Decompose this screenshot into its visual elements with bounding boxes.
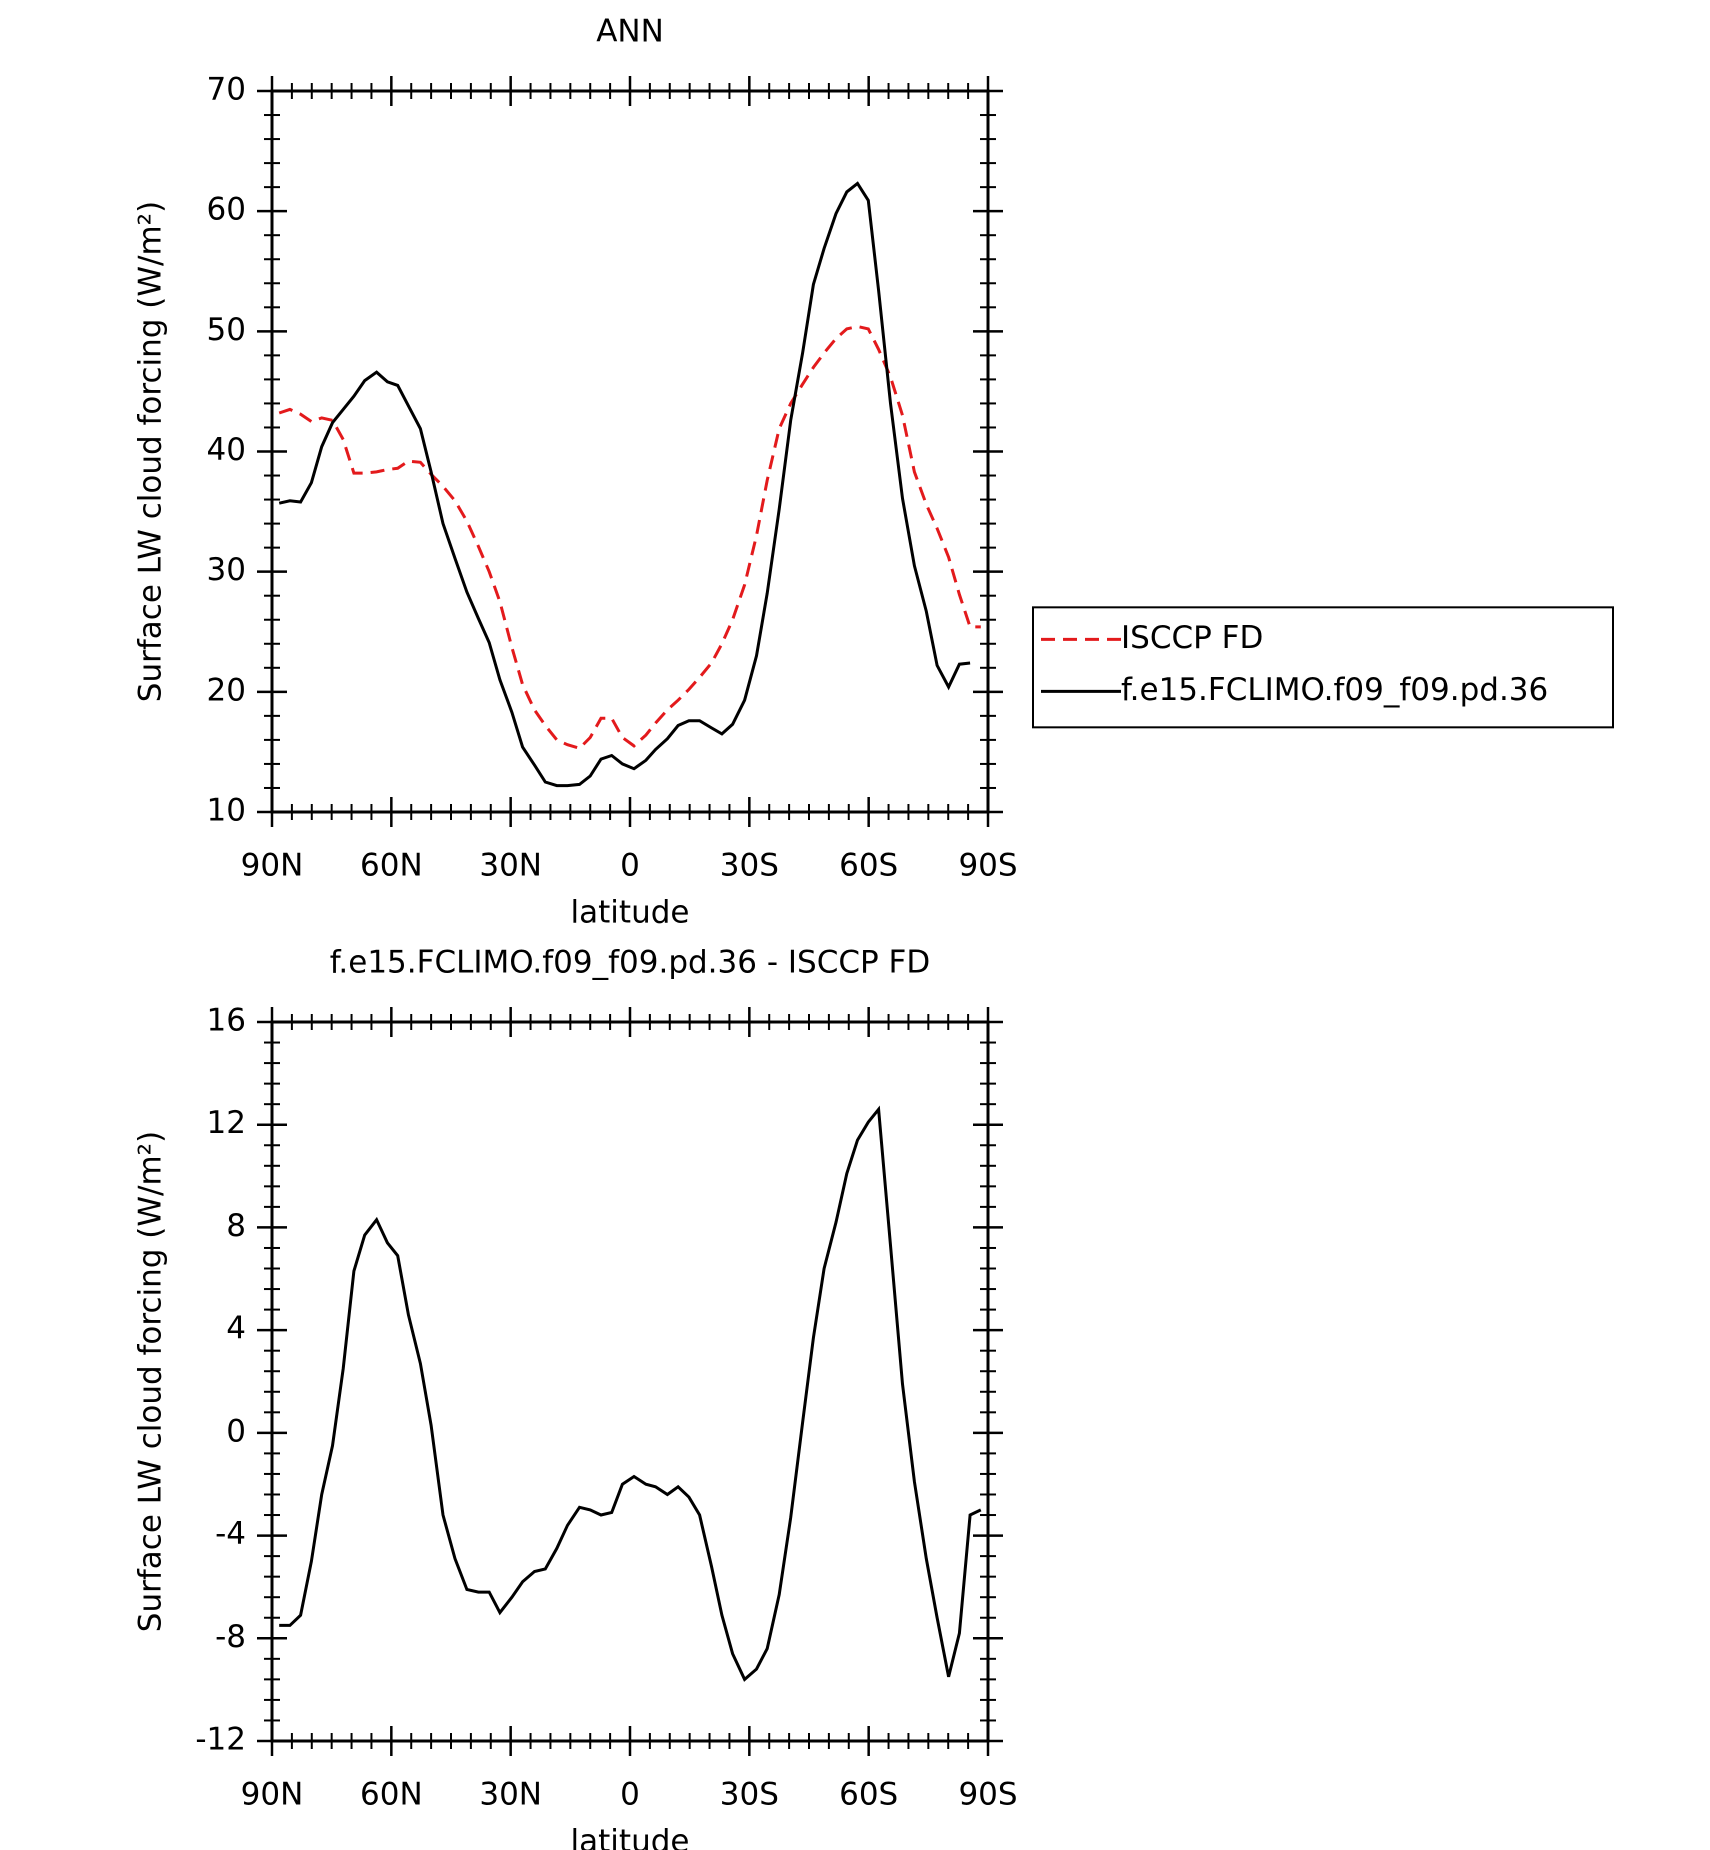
plot-frame [270,89,990,814]
y-tick-label: 10 [207,793,246,829]
chart-title: f.e15.FCLIMO.f09_f09.pd.36 - ISCCP FD [330,945,931,981]
y-tick-label: 70 [207,72,246,108]
y-axis-label: Surface LW cloud forcing (W/m²) [133,1131,169,1632]
x-tick-label: 90S [958,848,1017,884]
x-axis-label: latitude [571,1824,690,1850]
y-tick-label: -12 [195,1722,246,1758]
x-tick-label: 60N [360,848,423,884]
plot-frame [270,1020,990,1743]
y-axis-label: Surface LW cloud forcing (W/m²) [133,201,169,702]
x-tick-label: 30S [720,1777,779,1813]
y-tick-label: -8 [215,1619,246,1655]
data-line [278,324,981,750]
x-axis-label: latitude [571,895,690,931]
x-tick-label: 90N [241,848,304,884]
y-tick-label: 20 [207,672,246,708]
x-tick-label: 60N [360,1777,423,1813]
y-tick-label: -4 [215,1516,246,1552]
y-tick-label: 12 [207,1105,246,1141]
y-tick-label: 4 [226,1311,246,1347]
y-tick-label: 60 [207,192,246,228]
data-line [278,181,971,788]
x-tick-label: 90N [241,1777,304,1813]
x-tick-label: 30N [479,848,542,884]
x-tick-label: 60S [839,848,898,884]
y-tick-label: 16 [207,1003,246,1039]
legend-label: ISCCP FD [1121,620,1263,656]
y-tick-label: 30 [207,552,246,588]
y-tick-label: 40 [207,432,246,468]
x-tick-label: 30S [720,848,779,884]
data-line [279,1105,982,1682]
x-tick-label: 60S [839,1777,898,1813]
chart-title: ANN [596,14,664,50]
y-tick-label: 8 [226,1208,246,1244]
y-tick-label: 50 [207,312,246,348]
y-tick-label: 0 [226,1413,246,1449]
x-tick-label: 0 [620,1777,640,1813]
legend-label: f.e15.FCLIMO.f09_f09.pd.36 [1121,672,1548,708]
legend-box [1032,606,1614,729]
x-tick-label: 0 [620,848,640,884]
x-tick-label: 30N [479,1777,542,1813]
x-tick-label: 90S [958,1777,1017,1813]
